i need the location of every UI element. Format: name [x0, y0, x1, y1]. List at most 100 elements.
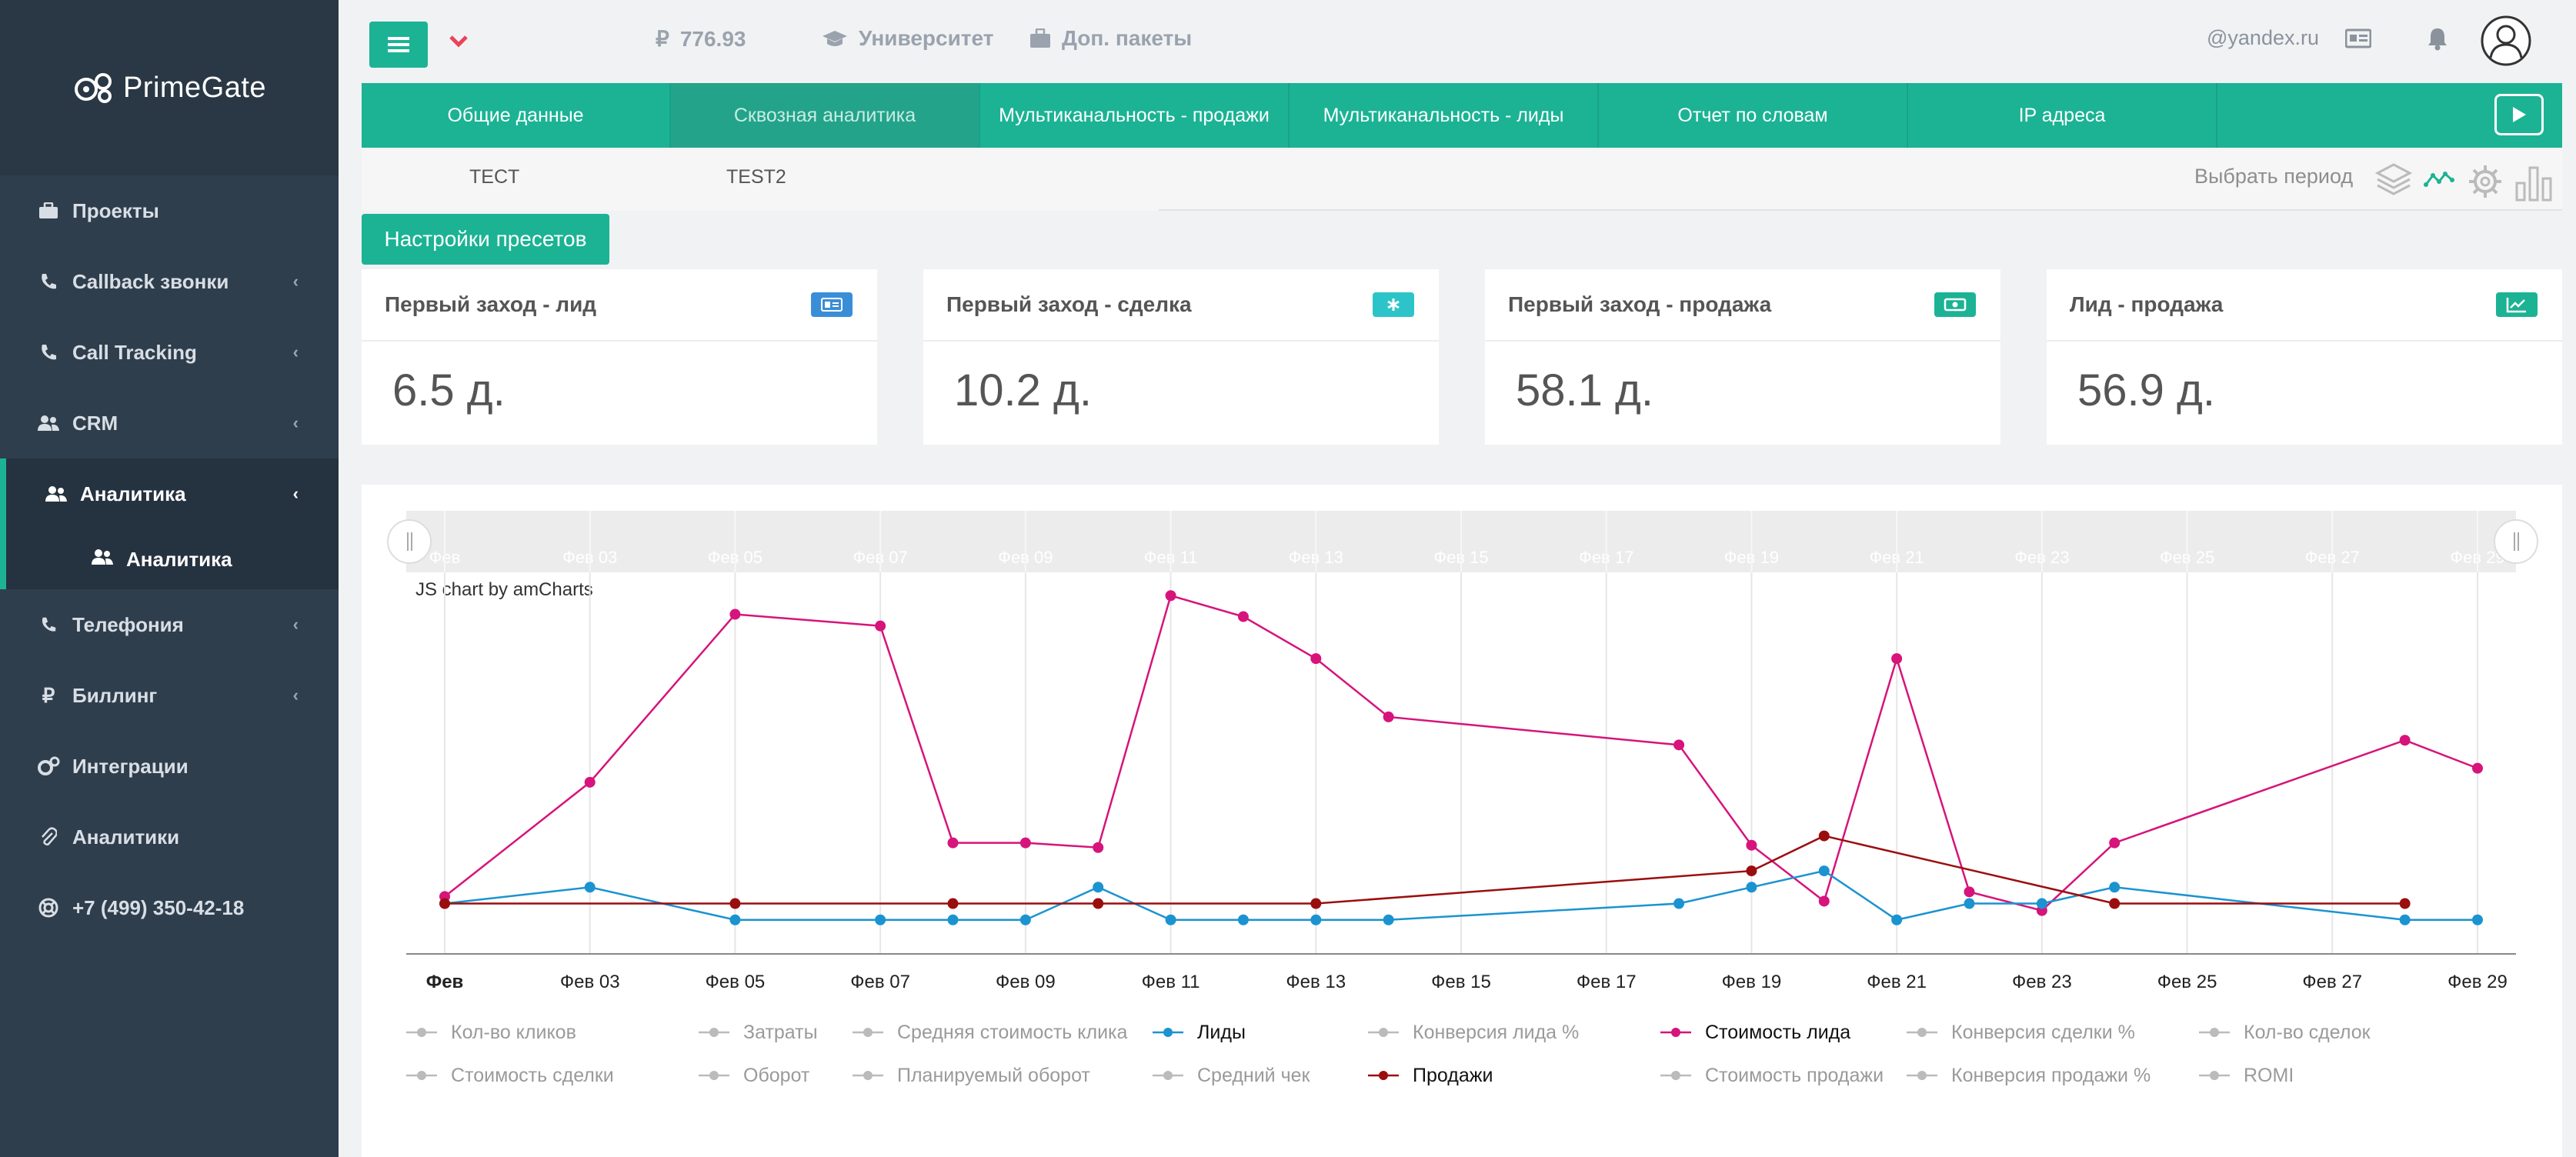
balance[interactable]: ₽ 776.93: [656, 26, 746, 52]
data-point[interactable]: [1165, 914, 1176, 925]
data-point[interactable]: [584, 776, 596, 788]
data-point[interactable]: [2109, 882, 2121, 893]
chart-credit[interactable]: JS chart by amCharts: [415, 579, 593, 600]
tab-multichannel-leads[interactable]: Мультиканальность - лиды: [1290, 83, 1599, 148]
data-point[interactable]: [729, 609, 741, 620]
data-point[interactable]: [729, 898, 741, 909]
data-point[interactable]: [947, 898, 959, 909]
data-point[interactable]: [947, 837, 959, 849]
packages-link[interactable]: Доп. пакеты: [1029, 26, 1192, 51]
data-point[interactable]: [1093, 882, 1104, 893]
legend-item[interactable]: Стоимость сделки: [406, 1065, 614, 1086]
sidebar-item-integrations[interactable]: Интеграции: [0, 731, 339, 802]
data-point[interactable]: [1964, 886, 1975, 898]
data-point[interactable]: [729, 914, 741, 925]
series-line[interactable]: [444, 869, 2478, 922]
tab-end-to-end[interactable]: Сквозная аналитика: [671, 83, 980, 148]
video-play-button[interactable]: [2494, 94, 2544, 135]
tab-ip-addresses[interactable]: IP адреса: [1908, 83, 2217, 148]
sidebar-item-billing[interactable]: ₽ Биллинг ‹: [0, 660, 339, 731]
data-point[interactable]: [875, 914, 886, 925]
layers-icon[interactable]: [2374, 162, 2413, 198]
legend-item[interactable]: Продажи: [1368, 1065, 1493, 1086]
sidebar-subitem-analytics[interactable]: Аналитика: [0, 529, 339, 589]
legend-item[interactable]: Лиды: [1153, 1022, 1246, 1043]
sidebar-item-projects[interactable]: Проекты: [0, 175, 339, 246]
data-point[interactable]: [1093, 842, 1104, 853]
data-point[interactable]: [1019, 914, 1031, 925]
data-point[interactable]: [1673, 898, 1685, 909]
sidebar-item-callback[interactable]: Callback звонки ‹: [0, 246, 339, 317]
tab-general[interactable]: Общие данные: [362, 83, 671, 148]
legend-item[interactable]: Затраты: [699, 1022, 818, 1043]
data-point[interactable]: [1237, 914, 1249, 925]
legend-item[interactable]: Конверсия лида %: [1368, 1022, 1579, 1043]
data-point[interactable]: [439, 898, 450, 909]
data-point[interactable]: [1673, 739, 1685, 751]
scrollbar-left-handle[interactable]: [387, 519, 432, 564]
legend-item[interactable]: Кол-во сделок: [2199, 1022, 2371, 1043]
data-point[interactable]: [2036, 898, 2047, 909]
data-point[interactable]: [1818, 830, 1830, 842]
subtab-test[interactable]: TECT: [469, 166, 520, 188]
data-point[interactable]: [2472, 762, 2483, 774]
data-point[interactable]: [947, 914, 959, 925]
data-point[interactable]: [1310, 653, 1322, 665]
data-point[interactable]: [1891, 914, 1903, 925]
sidebar-item-telephony[interactable]: Телефония ‹: [0, 589, 339, 660]
data-point[interactable]: [2399, 735, 2411, 746]
user-email[interactable]: @yandex.ru: [2207, 26, 2319, 49]
data-point[interactable]: [584, 882, 596, 893]
period-picker[interactable]: Выбрать период: [2194, 165, 2354, 188]
menu-toggle-button[interactable]: [369, 22, 428, 68]
data-point[interactable]: [1818, 895, 1830, 907]
sidebar-item-call-tracking[interactable]: Call Tracking ‹: [0, 317, 339, 388]
data-point[interactable]: [1746, 865, 1757, 877]
series-line[interactable]: [444, 594, 2478, 912]
legend-item[interactable]: Планируемый оборот: [853, 1065, 1090, 1086]
data-point[interactable]: [1165, 590, 1176, 602]
data-point[interactable]: [1237, 611, 1249, 622]
legend-item[interactable]: ROMI: [2199, 1065, 2294, 1086]
data-point[interactable]: [1093, 898, 1104, 909]
line-chart[interactable]: Фев Фев 03 Фев 05 Фев 07 Фев 09 Фев 11 Фев 13 Ф…: [362, 485, 2562, 1157]
logo[interactable]: PrimeGate: [0, 0, 339, 175]
tab-words-report[interactable]: Отчет по словам: [1599, 83, 1908, 148]
data-point[interactable]: [1019, 837, 1031, 849]
data-point[interactable]: [2399, 898, 2411, 909]
data-point[interactable]: [1746, 882, 1757, 893]
data-point[interactable]: [875, 620, 886, 632]
sidebar-item-analysts[interactable]: Аналитики: [0, 802, 339, 872]
preset-settings-button[interactable]: Настройки пресетов: [362, 214, 609, 265]
data-point[interactable]: [2109, 837, 2121, 849]
id-card-icon[interactable]: [2345, 28, 2371, 49]
data-point[interactable]: [1818, 865, 1830, 877]
bell-icon[interactable]: [2427, 26, 2448, 51]
subtab-test2[interactable]: TEST2: [726, 166, 786, 188]
scrollbar-right-handle[interactable]: [2494, 519, 2538, 564]
university-link[interactable]: Университет: [822, 26, 993, 51]
data-point[interactable]: [1310, 914, 1322, 925]
sidebar-item-analytics[interactable]: Аналитика ‹: [0, 458, 339, 529]
gear-icon[interactable]: [2467, 163, 2504, 200]
data-point[interactable]: [1891, 653, 1903, 665]
sidebar-item-phone-number[interactable]: +7 (499) 350-42-18: [0, 872, 339, 943]
legend-item[interactable]: Оборот: [699, 1065, 810, 1086]
legend-item[interactable]: Кол-во кликов: [406, 1022, 576, 1043]
data-point[interactable]: [1746, 839, 1757, 851]
data-point[interactable]: [1964, 898, 1975, 909]
legend-item[interactable]: Средняя стоимость клика: [853, 1022, 1128, 1043]
data-point[interactable]: [1310, 898, 1322, 909]
data-point[interactable]: [2109, 898, 2121, 909]
bar-chart-icon[interactable]: [2514, 163, 2553, 202]
data-point[interactable]: [2472, 914, 2483, 925]
data-point[interactable]: [1383, 914, 1394, 925]
avatar[interactable]: [2481, 15, 2531, 66]
legend-item[interactable]: Конверсия сделки %: [1907, 1022, 2135, 1043]
data-point[interactable]: [2399, 914, 2411, 925]
legend-item[interactable]: Средний чек: [1153, 1065, 1311, 1086]
chevron-down-icon[interactable]: [448, 28, 469, 55]
tab-multichannel-sales[interactable]: Мультиканальность - продажи: [980, 83, 1290, 148]
legend-item[interactable]: Стоимость лида: [1660, 1022, 1850, 1043]
legend-item[interactable]: Конверсия продажи %: [1907, 1065, 2151, 1086]
